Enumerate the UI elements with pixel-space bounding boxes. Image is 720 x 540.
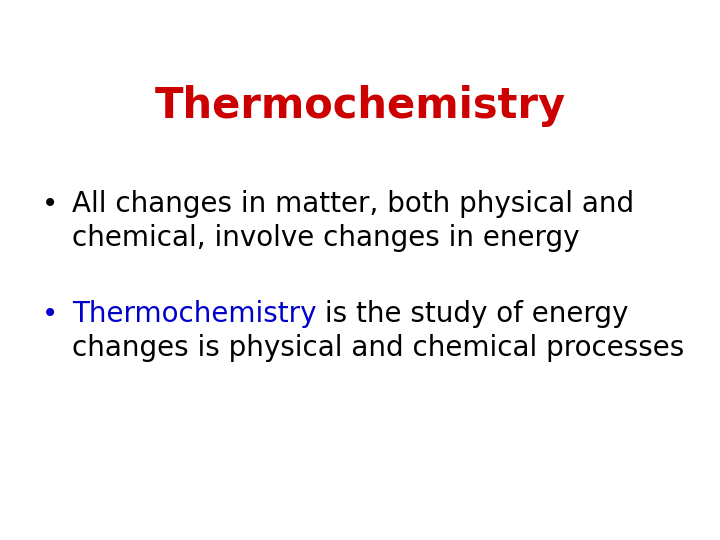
Text: Thermochemistry: Thermochemistry [154, 85, 566, 127]
Text: •: • [42, 300, 58, 328]
Text: chemical, involve changes in energy: chemical, involve changes in energy [72, 224, 580, 252]
Text: Thermochemistry: Thermochemistry [72, 300, 317, 328]
Text: All changes in matter, both physical and: All changes in matter, both physical and [72, 190, 634, 218]
Text: •: • [42, 190, 58, 218]
Text: changes is physical and chemical processes: changes is physical and chemical process… [72, 334, 684, 362]
Text: is the study of energy: is the study of energy [317, 300, 629, 328]
